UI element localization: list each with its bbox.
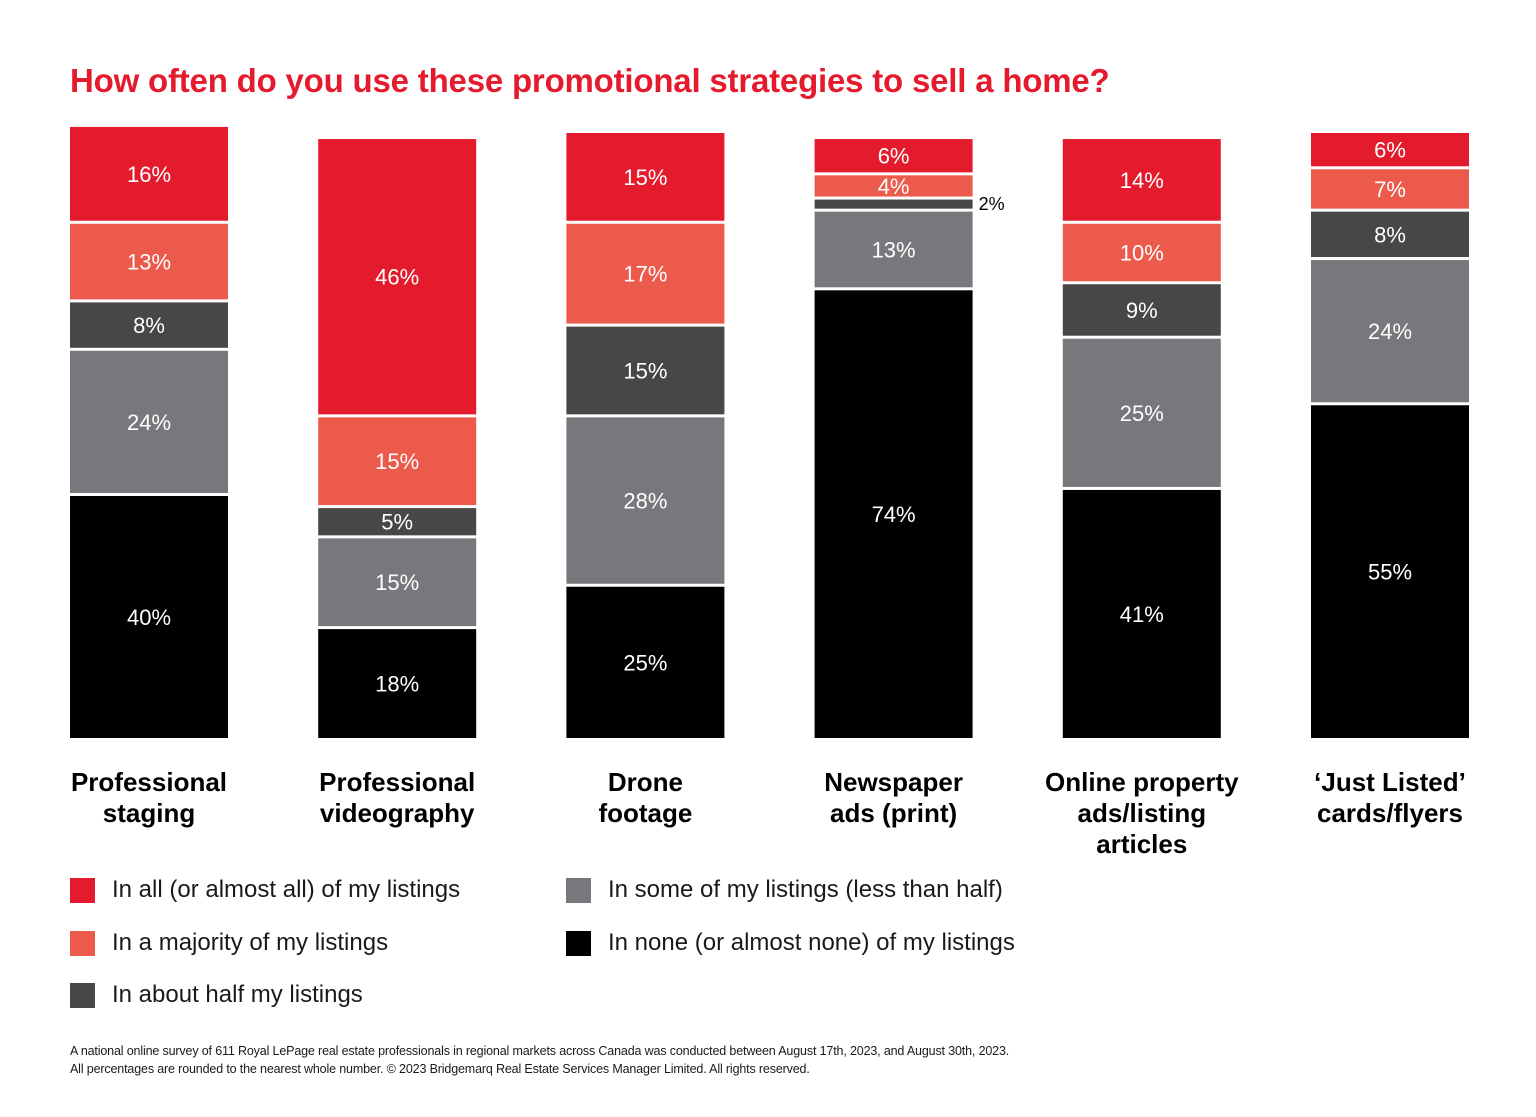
data-label: 7% <box>1374 177 1406 202</box>
legend-item-none-listings: In none (or almost none) of my listings <box>566 929 1015 957</box>
data-label: 6% <box>1374 138 1406 163</box>
bar-segment <box>814 199 973 209</box>
bar-segment <box>1311 169 1469 209</box>
data-label: 74% <box>872 502 916 527</box>
data-label: 10% <box>1120 241 1164 266</box>
data-label: 15% <box>623 358 667 383</box>
data-label: 15% <box>623 165 667 190</box>
bar-segment <box>566 326 725 415</box>
category-label: Online property ads/listing articles <box>1045 767 1239 859</box>
bar-segment <box>318 538 477 627</box>
bar-segment <box>70 350 228 493</box>
data-label: 8% <box>1374 222 1406 247</box>
data-label: 24% <box>1368 319 1412 344</box>
bar-segment <box>318 139 477 415</box>
bar-segment <box>1311 260 1469 403</box>
bar-segment <box>1311 211 1469 258</box>
legend-item-some-listings: In some of my listings (less than half) <box>566 876 1003 904</box>
legend-label: In all (or almost all) of my listings <box>112 876 461 903</box>
legend-item-all-listings: In all (or almost all) of my listings <box>70 876 460 904</box>
stacked-bar-chart: 40% 24% 8% 13% 16% Professional staging 18% 15% 5… <box>70 126 1469 859</box>
data-label: 16% <box>127 162 171 187</box>
legend-swatch <box>566 930 591 956</box>
data-label: 5% <box>381 510 413 535</box>
bar-segment <box>566 586 725 738</box>
bar-segment <box>318 508 477 536</box>
bar-segment <box>70 496 228 738</box>
data-label: 13% <box>872 237 916 262</box>
legend-label: In none (or almost none) of my listings <box>608 929 1015 956</box>
bar-segment <box>1062 223 1221 282</box>
category-label: Newspaper ads (print) <box>824 767 963 828</box>
bar-segment <box>814 211 973 288</box>
data-label: 13% <box>127 250 171 275</box>
category-label: Professional staging <box>71 767 227 828</box>
data-label: 40% <box>127 605 171 630</box>
bar-segment <box>566 417 725 584</box>
data-label: 4% <box>878 174 910 199</box>
legend-swatch <box>566 877 591 903</box>
legend-swatch <box>70 930 95 956</box>
category-label: ‘Just Listed’ cards/flyers <box>1314 767 1466 828</box>
bar-segment <box>566 223 725 324</box>
data-label: 24% <box>127 410 171 435</box>
bar-segment <box>814 139 973 173</box>
data-label: 8% <box>133 313 165 338</box>
chart-title: How often do you use these promotional s… <box>70 62 1110 99</box>
legend-swatch <box>70 877 95 903</box>
legend-item-majority-listings: In a majority of my listings <box>70 929 388 957</box>
legend-item-half-listings: In about half my listings <box>70 981 363 1009</box>
bar-segment <box>70 302 228 348</box>
data-label: 15% <box>375 449 419 474</box>
data-label: 46% <box>375 265 419 290</box>
bar-segment <box>318 629 477 738</box>
data-label: 17% <box>623 262 667 287</box>
bar-segment <box>566 133 725 221</box>
data-label: 55% <box>1368 560 1412 585</box>
category-label: Professional videography <box>319 767 475 828</box>
legend-swatch <box>70 982 95 1008</box>
data-label: 41% <box>1120 602 1164 627</box>
data-label: 14% <box>1120 168 1164 193</box>
bar-segment <box>1062 139 1221 221</box>
data-label: 9% <box>1126 298 1158 323</box>
data-label: 25% <box>623 650 667 675</box>
legend-label: In some of my listings (less than half) <box>608 876 1003 903</box>
legend-label: In a majority of my listings <box>112 929 389 956</box>
bar-segment <box>1311 405 1469 738</box>
data-label: 6% <box>878 144 910 169</box>
bar-segment <box>70 126 228 221</box>
data-label: 2% <box>979 194 1005 214</box>
data-label: 25% <box>1120 401 1164 426</box>
bar-segment <box>1311 133 1469 167</box>
bar-segment <box>1062 338 1221 487</box>
data-label: 28% <box>623 489 667 514</box>
bar-segment <box>1062 284 1221 336</box>
bar-segment <box>814 290 973 738</box>
footnote-copyright: All percentages are rounded to the neare… <box>70 1062 810 1076</box>
data-label: 18% <box>375 672 419 697</box>
bar-segment <box>814 175 973 197</box>
bar-segment <box>1062 489 1221 738</box>
bar-segment <box>318 417 477 506</box>
footnote-survey: A national online survey of 611 Royal Le… <box>70 1044 1010 1058</box>
bar-segment <box>70 223 228 300</box>
category-label: Drone footage <box>598 767 692 828</box>
legend-label: In about half my listings <box>112 981 363 1008</box>
data-label: 15% <box>375 570 419 595</box>
